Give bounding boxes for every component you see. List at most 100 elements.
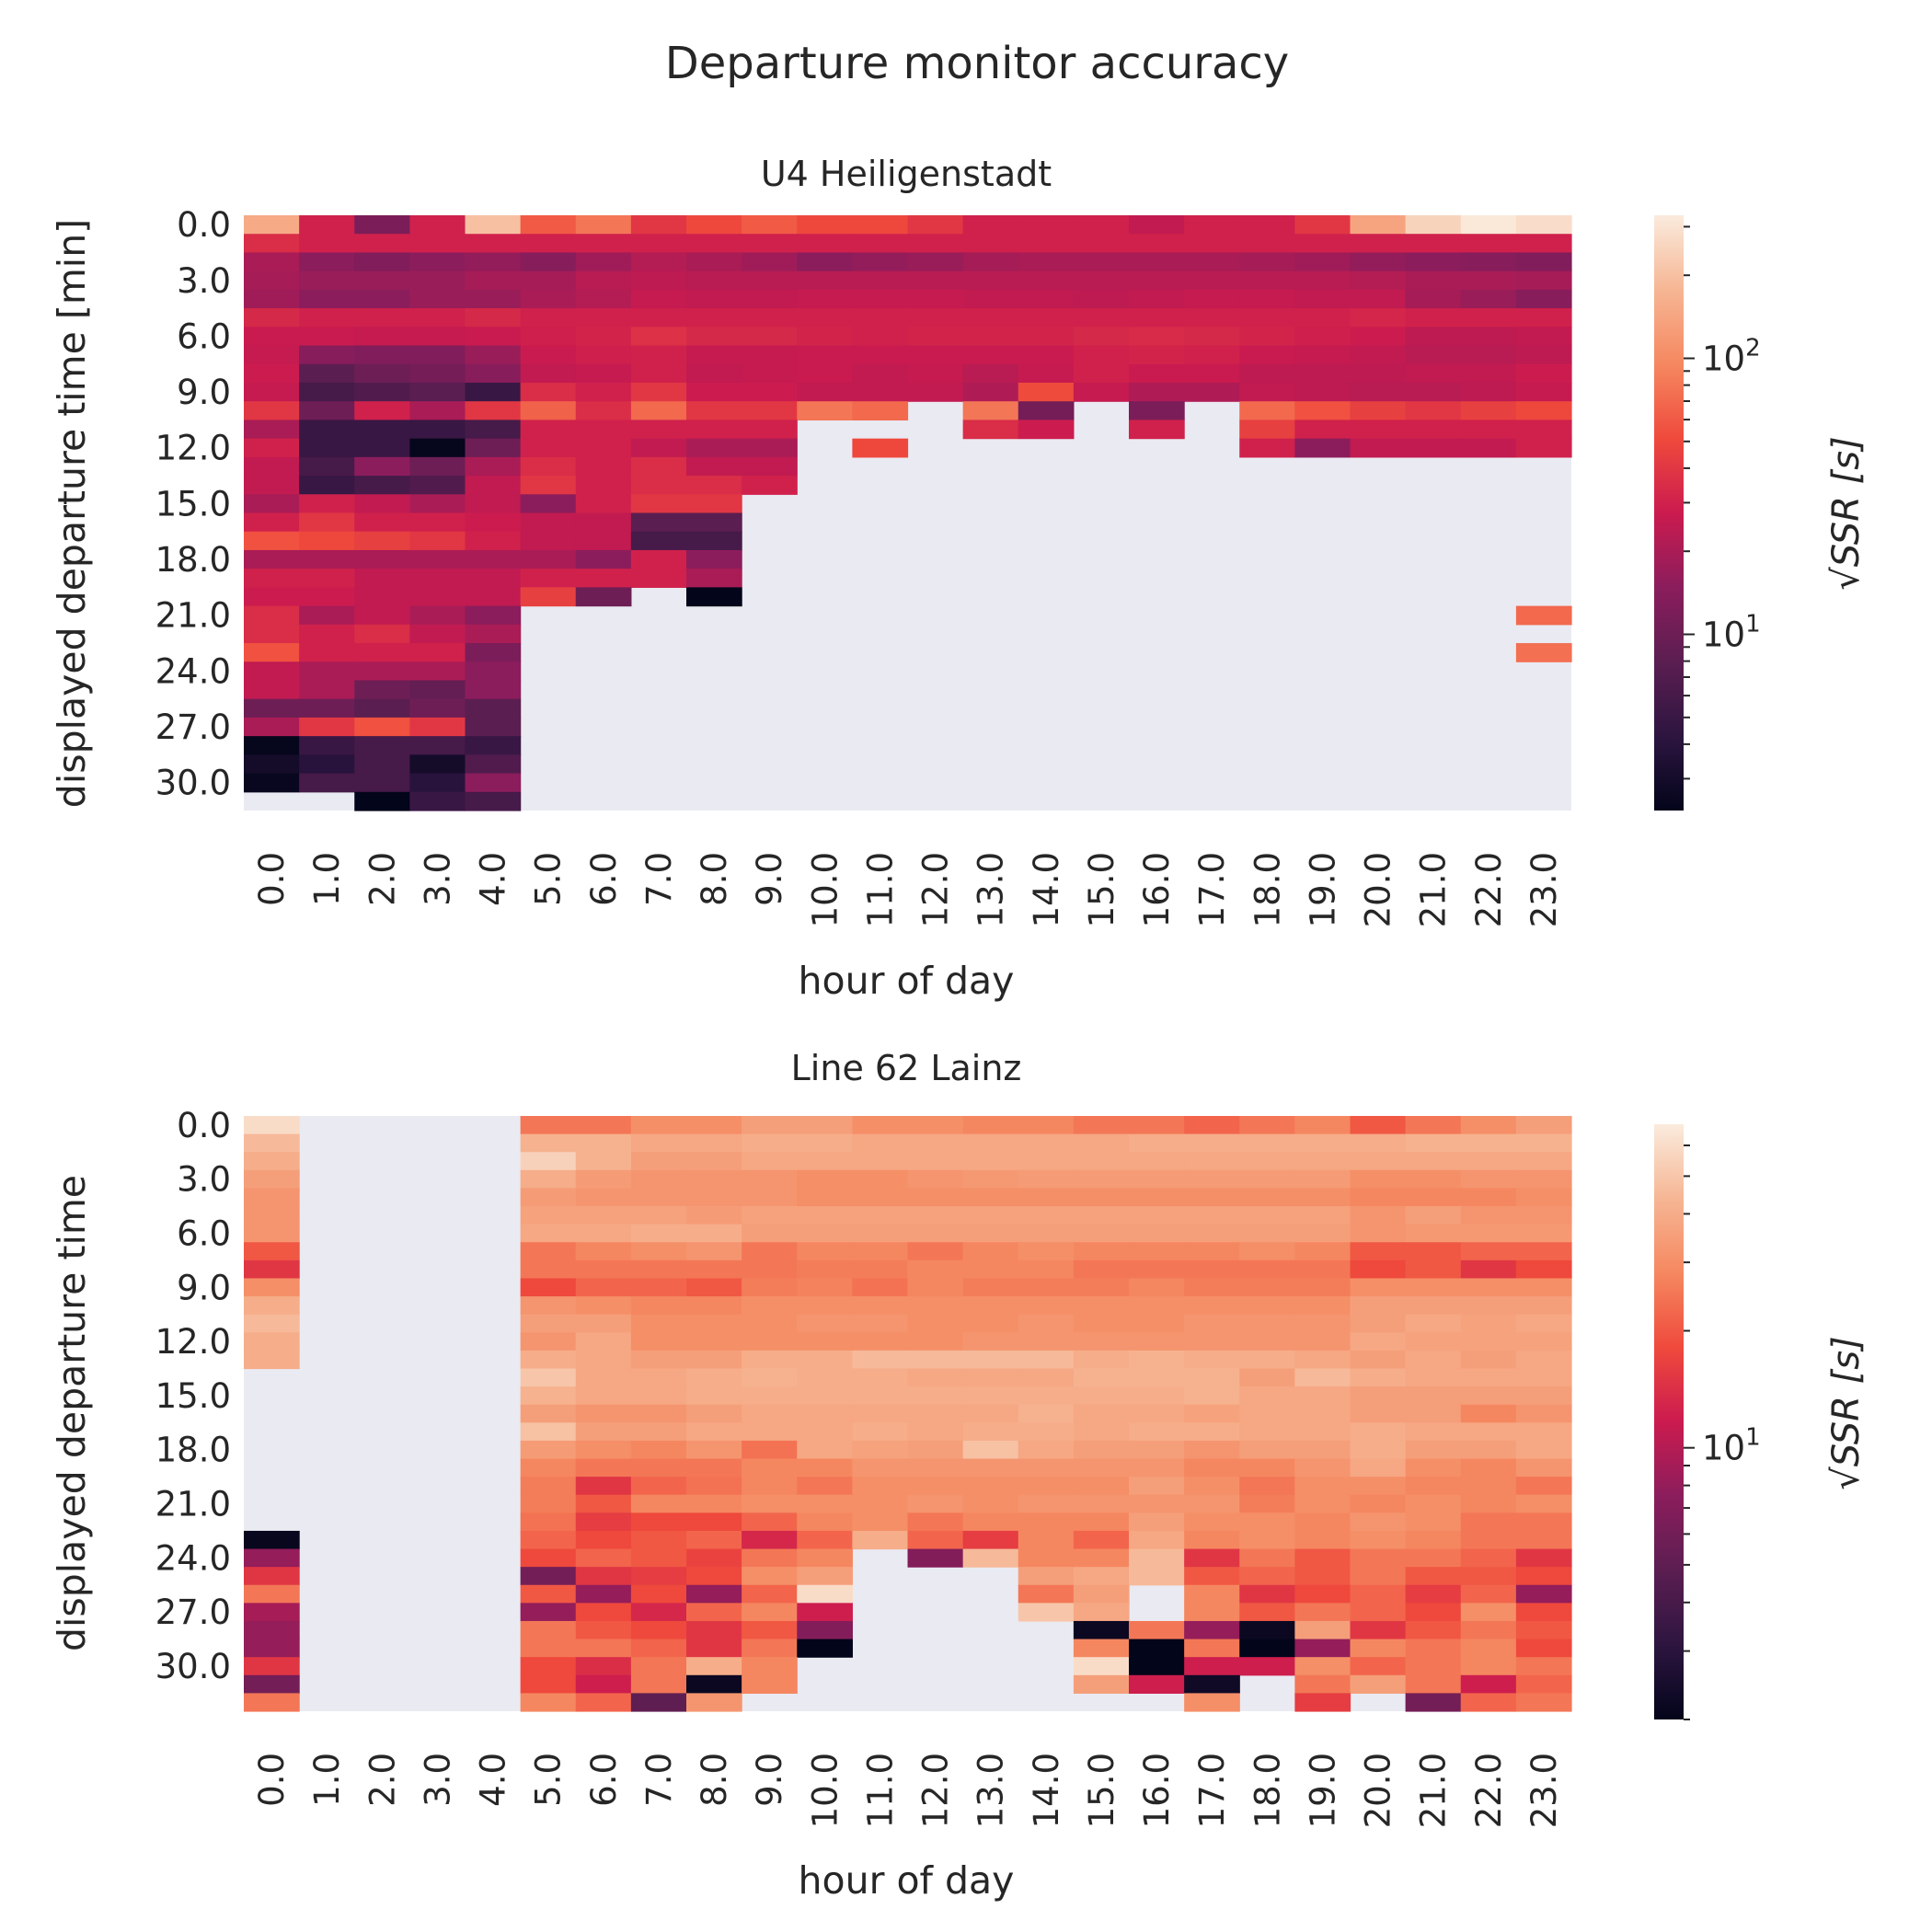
heatmap-cell xyxy=(299,456,355,477)
x-tick-label: 16.0 xyxy=(1137,852,1177,927)
heatmap-cell xyxy=(354,531,410,551)
heatmap-cell xyxy=(354,661,410,682)
heatmap-cell xyxy=(630,1548,687,1568)
heatmap-cell xyxy=(797,1458,853,1478)
heatmap-cell xyxy=(299,773,355,793)
heatmap-cell xyxy=(1129,270,1185,291)
heatmap-cell xyxy=(409,587,466,607)
heatmap-cell xyxy=(1350,1674,1407,1694)
heatmap-cell xyxy=(1239,1440,1295,1460)
heatmap-cell xyxy=(520,549,577,569)
heatmap-cell xyxy=(244,1530,300,1550)
heatmap-cell xyxy=(686,1603,742,1622)
heatmap-cell xyxy=(797,1548,853,1568)
heatmap-cell xyxy=(852,215,909,235)
heatmap-cell xyxy=(244,624,300,644)
heatmap-cell xyxy=(1294,1350,1351,1370)
heatmap-cell xyxy=(742,1477,798,1496)
heatmap-cell xyxy=(1184,1368,1240,1387)
heatmap-cell xyxy=(1515,1657,1572,1676)
heatmap-cell xyxy=(852,1152,909,1171)
x-tick-label: 5.0 xyxy=(529,852,569,906)
heatmap-cell xyxy=(1184,1314,1240,1333)
heatmap-cell xyxy=(907,1422,964,1442)
heatmap-cell xyxy=(686,1386,742,1406)
heatmap-cell xyxy=(907,1332,964,1351)
heatmap-cell xyxy=(962,1512,1019,1532)
heatmap-cell xyxy=(1184,1548,1240,1568)
heatmap-cell xyxy=(465,476,522,495)
heatmap-cell xyxy=(962,1296,1019,1316)
heatmap-cell xyxy=(465,698,522,719)
heatmap-cell xyxy=(686,363,742,384)
heatmap-cell xyxy=(1294,327,1351,347)
heatmap-cell xyxy=(520,1674,577,1694)
heatmap-cell xyxy=(299,252,355,272)
heatmap-cell xyxy=(244,1152,300,1171)
heatmap-cell xyxy=(1239,1259,1295,1280)
x-tick-label: 8.0 xyxy=(695,1753,734,1807)
heatmap-cell xyxy=(354,308,410,328)
heatmap-cell xyxy=(1350,363,1407,384)
heatmap-cell xyxy=(742,1674,798,1694)
heatmap-cell xyxy=(1350,270,1407,291)
x-tick-label: 20.0 xyxy=(1359,1753,1398,1828)
heatmap-cell xyxy=(1018,1350,1075,1370)
heatmap-cell xyxy=(962,345,1019,365)
heatmap-cell xyxy=(1460,401,1517,421)
heatmap-cell xyxy=(630,1422,687,1442)
heatmap-cell xyxy=(1018,1116,1075,1135)
heatmap-cell xyxy=(1073,252,1130,272)
line62-panel-title: Line 62 Lainz xyxy=(791,1048,1022,1088)
heatmap-cell xyxy=(1405,1350,1462,1370)
line62-colorbar xyxy=(1654,1124,1684,1719)
heatmap-cell xyxy=(852,1512,909,1532)
heatmap-cell xyxy=(1184,1567,1240,1586)
heatmap-cell xyxy=(520,1548,577,1568)
heatmap-cell xyxy=(630,1116,687,1135)
heatmap-cell xyxy=(1239,1620,1295,1640)
heatmap-cell xyxy=(1129,1314,1185,1333)
heatmap-cell xyxy=(1350,1657,1407,1676)
heatmap-cell xyxy=(409,791,466,811)
heatmap-cell xyxy=(299,643,355,662)
heatmap-cell xyxy=(797,1296,853,1316)
heatmap-cell xyxy=(797,363,853,384)
heatmap-cell xyxy=(1239,1152,1295,1171)
heatmap-cell xyxy=(1460,1116,1517,1135)
heatmap-cell xyxy=(1239,1386,1295,1406)
figure-title: Departure monitor accuracy xyxy=(665,38,1289,89)
heatmap-cell xyxy=(907,1242,964,1261)
heatmap-cell xyxy=(1460,1242,1517,1261)
heatmap-cell xyxy=(520,1530,577,1550)
heatmap-cell xyxy=(1515,438,1572,458)
heatmap-cell xyxy=(742,1188,798,1207)
heatmap-cell xyxy=(962,1530,1019,1550)
x-tick-label: 10.0 xyxy=(805,1753,845,1828)
heatmap-cell xyxy=(1073,1512,1130,1532)
heatmap-cell xyxy=(907,1116,964,1135)
heatmap-cell xyxy=(1184,382,1240,402)
heatmap-cell xyxy=(962,1133,1019,1153)
heatmap-cell xyxy=(465,382,522,402)
heatmap-cell xyxy=(1294,382,1351,402)
heatmap-cell xyxy=(742,270,798,291)
heatmap-cell xyxy=(962,1259,1019,1280)
heatmap-cell xyxy=(1515,1116,1572,1135)
heatmap-cell xyxy=(1350,382,1407,402)
heatmap-cell xyxy=(1405,1548,1462,1568)
x-tick-label: 15.0 xyxy=(1082,852,1121,927)
heatmap-cell xyxy=(244,605,300,626)
heatmap-cell xyxy=(409,736,466,755)
heatmap-cell xyxy=(1405,1386,1462,1406)
heatmap-cell xyxy=(1350,1567,1407,1586)
heatmap-cell xyxy=(409,643,466,662)
heatmap-cell xyxy=(686,531,742,551)
heatmap-cell xyxy=(1184,1477,1240,1496)
heatmap-cell xyxy=(354,643,410,662)
heatmap-cell xyxy=(1073,1133,1130,1153)
y-tick-label: 18.0 xyxy=(155,540,231,580)
heatmap-cell xyxy=(962,1169,1019,1190)
heatmap-cell xyxy=(1405,1116,1462,1135)
heatmap-cell xyxy=(244,1548,300,1568)
